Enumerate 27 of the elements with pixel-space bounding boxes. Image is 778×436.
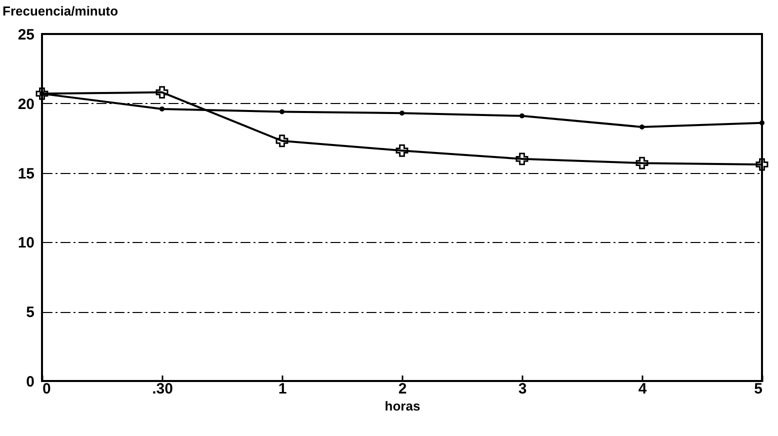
x-tick-label: 3 bbox=[518, 380, 527, 398]
point bbox=[36, 87, 48, 100]
point bbox=[400, 110, 404, 116]
point bbox=[160, 106, 164, 112]
point bbox=[396, 144, 408, 157]
point bbox=[516, 152, 528, 166]
point bbox=[640, 124, 644, 130]
x-tick-label: 2 bbox=[398, 380, 407, 398]
x-axis-title: horas bbox=[384, 398, 420, 414]
y-tick-label: 20 bbox=[18, 96, 34, 113]
x-tick-label: 0 bbox=[42, 380, 51, 398]
x-tick-label: 4 bbox=[638, 380, 648, 398]
point bbox=[520, 113, 524, 118]
point bbox=[760, 120, 764, 126]
x-tick-label: 5 bbox=[754, 380, 762, 398]
point bbox=[756, 158, 768, 171]
y-tick-label: 15 bbox=[18, 165, 34, 182]
y-axis-title: Frecuencia/minuto bbox=[2, 4, 118, 18]
point bbox=[156, 86, 168, 99]
y-tick-label: 5 bbox=[26, 304, 34, 322]
point bbox=[280, 109, 284, 114]
y-tick-label: 25 bbox=[18, 26, 34, 44]
point bbox=[636, 156, 648, 170]
y-tick-label: 10 bbox=[18, 234, 34, 252]
x-tick-label: 1 bbox=[278, 380, 287, 398]
x-tick-label: .30 bbox=[152, 380, 173, 398]
point bbox=[276, 134, 288, 148]
